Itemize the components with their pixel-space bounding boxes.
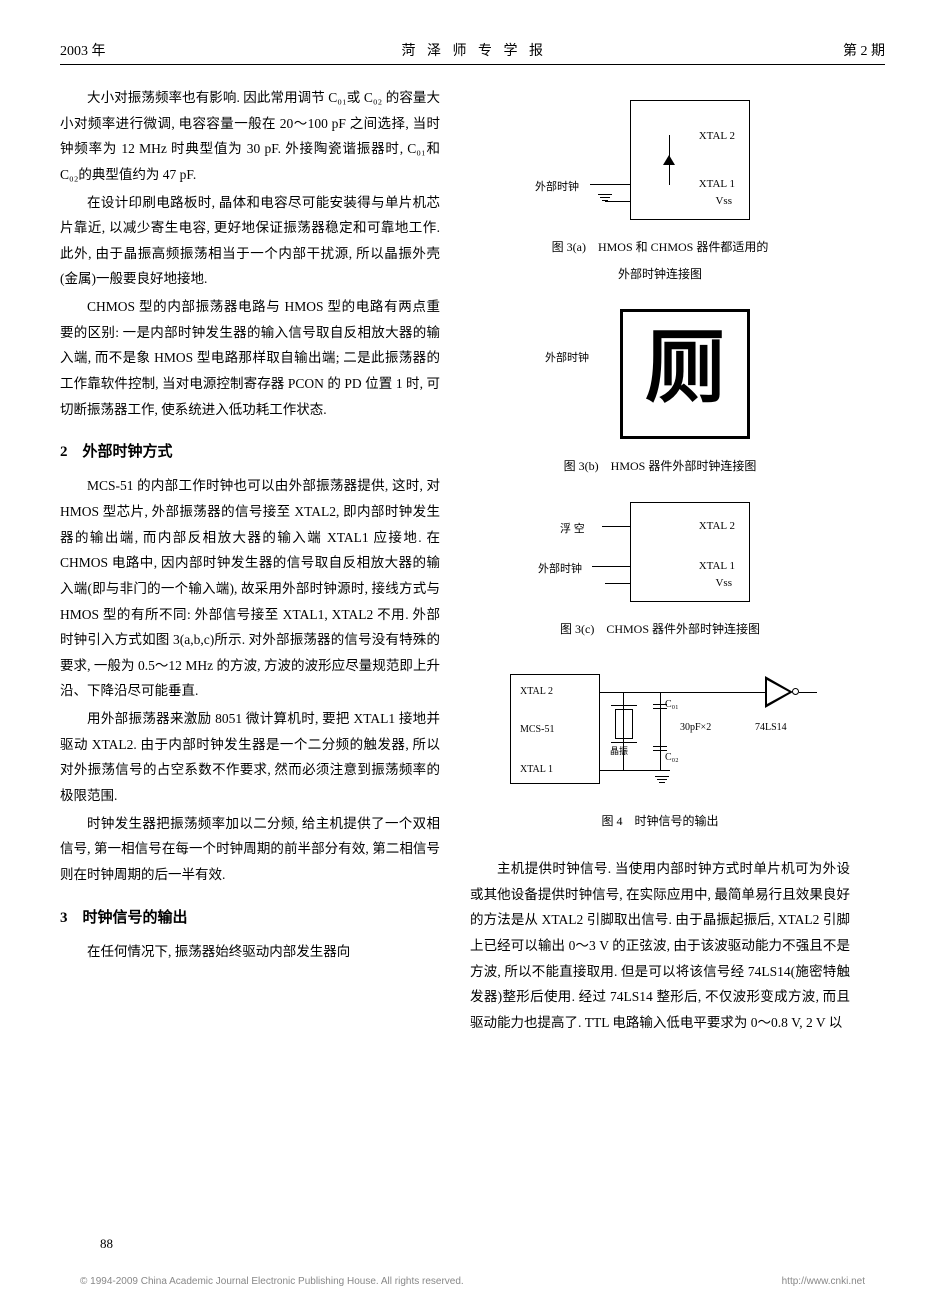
fig3a-caption-2: 外部时钟连接图 [470, 265, 850, 284]
fig3a-diagram: XTAL 2 XTAL 1 Vss 外部时钟 [530, 100, 790, 230]
c01-label: C₀₁ [665, 699, 679, 710]
xtal1-label: XTAL 1 [699, 560, 735, 572]
c02-label: C₀₂ [665, 752, 679, 763]
vss-label: Vss [715, 195, 732, 207]
left-column: 大小对振荡频率也有影响. 因此常用调节 C₀₁或 C₀₂ 的容量大小对频率进行微… [60, 85, 440, 1037]
crystal-icon [615, 709, 633, 739]
float-label: 浮 空 [560, 520, 585, 536]
wire [592, 566, 630, 567]
page-header: 2003 年 菏 泽 师 专 学 报 第 2 期 [60, 40, 885, 65]
ext-clock-label: 外部时钟 [535, 178, 579, 194]
paragraph: 时钟发生器把振荡频率加以二分频, 给主机提供了一个双相信号, 第一相信号在每一个… [60, 811, 440, 888]
paragraph: 在任何情况下, 振荡器始终驱动内部发生器向 [60, 939, 440, 965]
page-footer: © 1994-2009 China Academic Journal Elect… [80, 1276, 865, 1287]
paragraph: 大小对振荡频率也有影响. 因此常用调节 C₀₁或 C₀₂ 的容量大小对频率进行微… [60, 85, 440, 188]
fig3a-caption-1: 图 3(a) HMOS 和 CHMOS 器件都适用的 [470, 238, 850, 257]
fig3b-diagram: 外部时钟 厕 [530, 309, 790, 449]
cap-value-label: 30pF×2 [680, 722, 711, 733]
xtal2-label: XTAL 2 [699, 520, 735, 532]
xtal2-label: XTAL 2 [520, 686, 553, 697]
wire [602, 526, 630, 527]
ext-clock-label: 外部时钟 [538, 560, 582, 576]
header-journal: 菏 泽 师 专 学 报 [402, 40, 548, 60]
paragraph: MCS-51 的内部工作时钟也可以由外部振荡器提供, 这时, 对 HMOS 型芯… [60, 473, 440, 704]
xtal1-label: XTAL 1 [520, 764, 553, 775]
wire [590, 184, 630, 185]
ext-clock-label: 外部时钟 [545, 349, 589, 365]
fig4-diagram: XTAL 2 XTAL 1 MCS-51 晶振 C₀₁ C₀₂ 30pF×2 [500, 664, 820, 804]
footer-url: http://www.cnki.net [782, 1276, 865, 1287]
content-area: 大小对振荡频率也有影响. 因此常用调节 C₀₁或 C₀₂ 的容量大小对频率进行微… [60, 85, 885, 1037]
ground-icon [655, 772, 669, 788]
section-2-title: 2 外部时钟方式 [60, 440, 440, 461]
figure-3b: 外部时钟 厕 图 3(b) HMOS 器件外部时钟连接图 [470, 309, 850, 476]
figure-4: XTAL 2 XTAL 1 MCS-51 晶振 C₀₁ C₀₂ 30pF×2 [470, 664, 850, 831]
ground-icon [598, 190, 612, 206]
paragraph: CHMOS 型的内部振荡器电路与 HMOS 型的电路有两点重要的区别: 一是内部… [60, 294, 440, 422]
fig3b-box: 厕 [620, 309, 750, 439]
paragraph: 在设计印刷电路板时, 晶体和电容尽可能安装得与单片机芯片靠近, 以减少寄生电容,… [60, 190, 440, 293]
capacitor-icon [653, 746, 667, 747]
buffer-icon [663, 155, 675, 165]
ls14-label: 74LS14 [755, 722, 787, 733]
header-year: 2003 年 [60, 40, 106, 60]
figure-3a: XTAL 2 XTAL 1 Vss 外部时钟 图 3(a) HMOS 和 CHM… [470, 100, 850, 284]
chip-box [630, 502, 750, 602]
mcs-label: MCS-51 [520, 724, 554, 735]
right-column: XTAL 2 XTAL 1 Vss 外部时钟 图 3(a) HMOS 和 CHM… [470, 85, 850, 1037]
fig3c-diagram: 浮 空 外部时钟 XTAL 2 XTAL 1 Vss [530, 502, 790, 612]
wire [605, 583, 630, 584]
copyright-text: © 1994-2009 China Academic Journal Elect… [80, 1276, 464, 1287]
paragraph: 主机提供时钟信号. 当使用内部时钟方式时单片机可为外设或其他设备提供时钟信号, … [470, 856, 850, 1035]
page-number: 88 [100, 1236, 113, 1252]
vss-label: Vss [715, 577, 732, 589]
figure-3c: 浮 空 外部时钟 XTAL 2 XTAL 1 Vss 图 3(c) CHMOS … [470, 502, 850, 639]
xtal1-label: XTAL 1 [699, 178, 735, 190]
inverter-fill [767, 680, 789, 704]
chip-box [630, 100, 750, 220]
crystal-label: 晶振 [610, 744, 628, 757]
paragraph: 用外部振荡器来激励 8051 微计算机时, 要把 XTAL1 接地并驱动 XTA… [60, 706, 440, 809]
wire [799, 692, 817, 693]
inverter-bubble-icon [792, 688, 799, 695]
fig3c-caption: 图 3(c) CHMOS 器件外部时钟连接图 [470, 620, 850, 639]
wire [600, 692, 770, 693]
fig3b-caption: 图 3(b) HMOS 器件外部时钟连接图 [470, 457, 850, 476]
xtal2-label: XTAL 2 [699, 130, 735, 142]
fig4-caption: 图 4 时钟信号的输出 [470, 812, 850, 831]
header-issue: 第 2 期 [843, 40, 885, 60]
wire [600, 770, 670, 771]
section-3-title: 3 时钟信号的输出 [60, 906, 440, 927]
